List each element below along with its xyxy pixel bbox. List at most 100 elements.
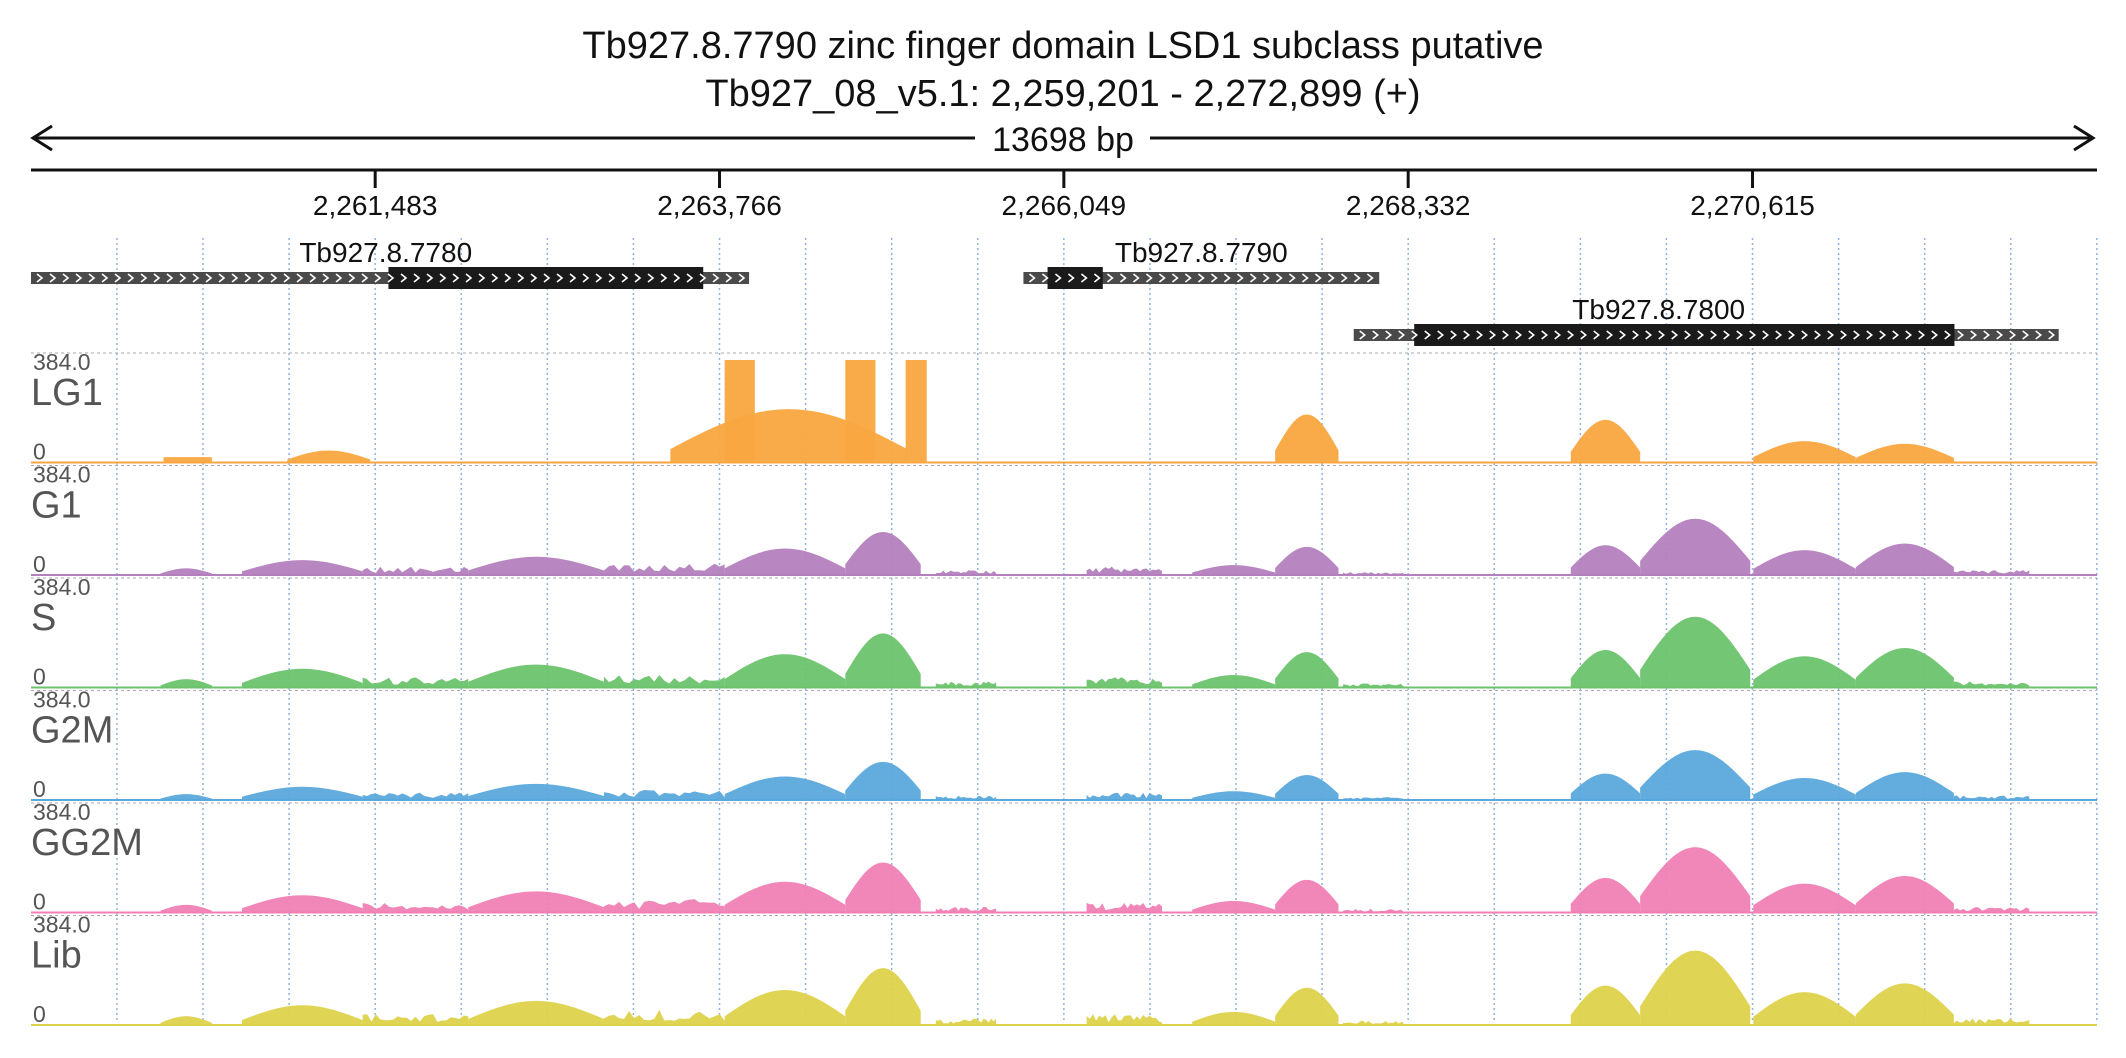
- strand-arrow: [1775, 330, 1783, 340]
- strand-arrow: [1554, 330, 1562, 340]
- coverage-area: [160, 904, 212, 913]
- strand-arrow: [1288, 273, 1296, 283]
- coverage-area: [160, 1016, 212, 1025]
- coverage-area: [935, 681, 997, 688]
- strand-arrow: [1041, 273, 1049, 283]
- coverage-area: [1570, 419, 1641, 463]
- strand-arrow: [712, 273, 720, 283]
- coverage-area: [242, 1005, 363, 1025]
- strand-arrow: [1996, 330, 2004, 340]
- coverage-area: [1086, 677, 1163, 688]
- coverage-area: [603, 790, 725, 800]
- strand-arrow: [1210, 273, 1218, 283]
- coverage-area: [1753, 777, 1856, 800]
- strand-arrow: [530, 273, 538, 283]
- coverage-area: [1640, 950, 1751, 1025]
- track-ymax-label: 384.0: [33, 912, 91, 938]
- strand-arrow: [1801, 330, 1809, 340]
- coverage-area: [724, 989, 846, 1025]
- strand-arrow: [1385, 330, 1393, 340]
- track-name: S: [31, 597, 56, 639]
- strand-arrow: [1327, 273, 1335, 283]
- strand-arrow: [283, 273, 291, 283]
- strand-arrow: [1197, 273, 1205, 283]
- strand-arrow: [1450, 330, 1458, 340]
- strand-arrow: [166, 273, 174, 283]
- strand-arrow: [517, 273, 525, 283]
- strand-arrow: [1275, 273, 1283, 283]
- coverage-area: [1855, 983, 1954, 1025]
- coverage-area: [1953, 1018, 2030, 1025]
- coverage-area: [468, 891, 604, 913]
- strand-arrow: [114, 273, 122, 283]
- strand-arrow: [1171, 273, 1179, 283]
- strand-arrow: [478, 273, 486, 283]
- coverage-area: [1753, 883, 1856, 913]
- strand-arrow: [1762, 330, 1770, 340]
- coverage-area: [1570, 545, 1641, 575]
- strand-arrow: [1132, 273, 1140, 283]
- coverage-area: [160, 794, 212, 800]
- coverage-area: [362, 792, 469, 800]
- strand-arrow: [1158, 273, 1166, 283]
- strand-arrow: [1593, 330, 1601, 340]
- coverage-area: [362, 1014, 469, 1025]
- strand-arrow: [88, 273, 96, 283]
- strand-arrow: [608, 273, 616, 283]
- coverage-area: [1570, 773, 1641, 800]
- axis-tick-label: 2,266,049: [1002, 190, 1127, 221]
- track-ymin-label: 0: [33, 776, 46, 802]
- coverage-area: [1343, 683, 1404, 688]
- strand-arrow: [595, 273, 603, 283]
- strand-arrow: [1918, 330, 1926, 340]
- coverage-area: [1192, 565, 1276, 575]
- strand-arrow: [1528, 330, 1536, 340]
- coverage-area: [1753, 550, 1856, 575]
- strand-arrow: [1223, 273, 1231, 283]
- strand-arrow: [1463, 330, 1471, 340]
- coverage-area: [1275, 414, 1339, 463]
- strand-arrow: [1710, 330, 1718, 340]
- coverage-area: [603, 899, 725, 913]
- coverage-area: [1192, 1011, 1276, 1025]
- strand-arrow: [270, 273, 278, 283]
- strand-arrow: [621, 273, 629, 283]
- strand-arrow: [686, 273, 694, 283]
- track-name: G1: [31, 485, 82, 527]
- track-name: Lib: [31, 935, 82, 977]
- coverage-area: [242, 560, 363, 575]
- strand-arrow: [2022, 330, 2030, 340]
- coverage-area: [1086, 1014, 1163, 1025]
- strand-arrow: [1736, 330, 1744, 340]
- strand-arrow: [1515, 330, 1523, 340]
- strand-arrow: [582, 273, 590, 283]
- figure-header: Tb927.8.7790 zinc finger domain LSD1 sub…: [582, 25, 1543, 115]
- strand-arrow: [660, 273, 668, 283]
- coverage-area: [724, 776, 846, 800]
- span-arrow-left: [30, 124, 53, 152]
- strand-arrow: [647, 273, 655, 283]
- coverage-area: [1953, 795, 2030, 800]
- strand-arrow: [374, 273, 382, 283]
- strand-arrow: [36, 273, 44, 283]
- coverage-area: [1953, 570, 2030, 575]
- strand-arrow: [1580, 330, 1588, 340]
- strand-arrow: [1814, 330, 1822, 340]
- coverage-area: [1640, 616, 1751, 688]
- span-label: 13698 bp: [992, 121, 1134, 159]
- coverage-area: [1275, 775, 1339, 800]
- track-ymin-label: 0: [33, 551, 46, 577]
- coverage-area: [362, 566, 469, 575]
- strand-arrow: [231, 273, 239, 283]
- strand-arrow: [569, 273, 577, 283]
- coverage-area: [1275, 546, 1339, 575]
- strand-arrow: [1184, 273, 1192, 283]
- coverage-area: [160, 568, 212, 575]
- coverage-tracks: 384.00LG1384.00G1384.00S384.00G2M384.00G…: [31, 349, 2097, 1027]
- coverage-area: [1570, 650, 1641, 688]
- strand-arrow: [1684, 330, 1692, 340]
- strand-arrow: [1827, 330, 1835, 340]
- coverage-area: [1640, 518, 1751, 575]
- strand-arrow: [309, 273, 317, 283]
- track-name: LG1: [31, 372, 103, 414]
